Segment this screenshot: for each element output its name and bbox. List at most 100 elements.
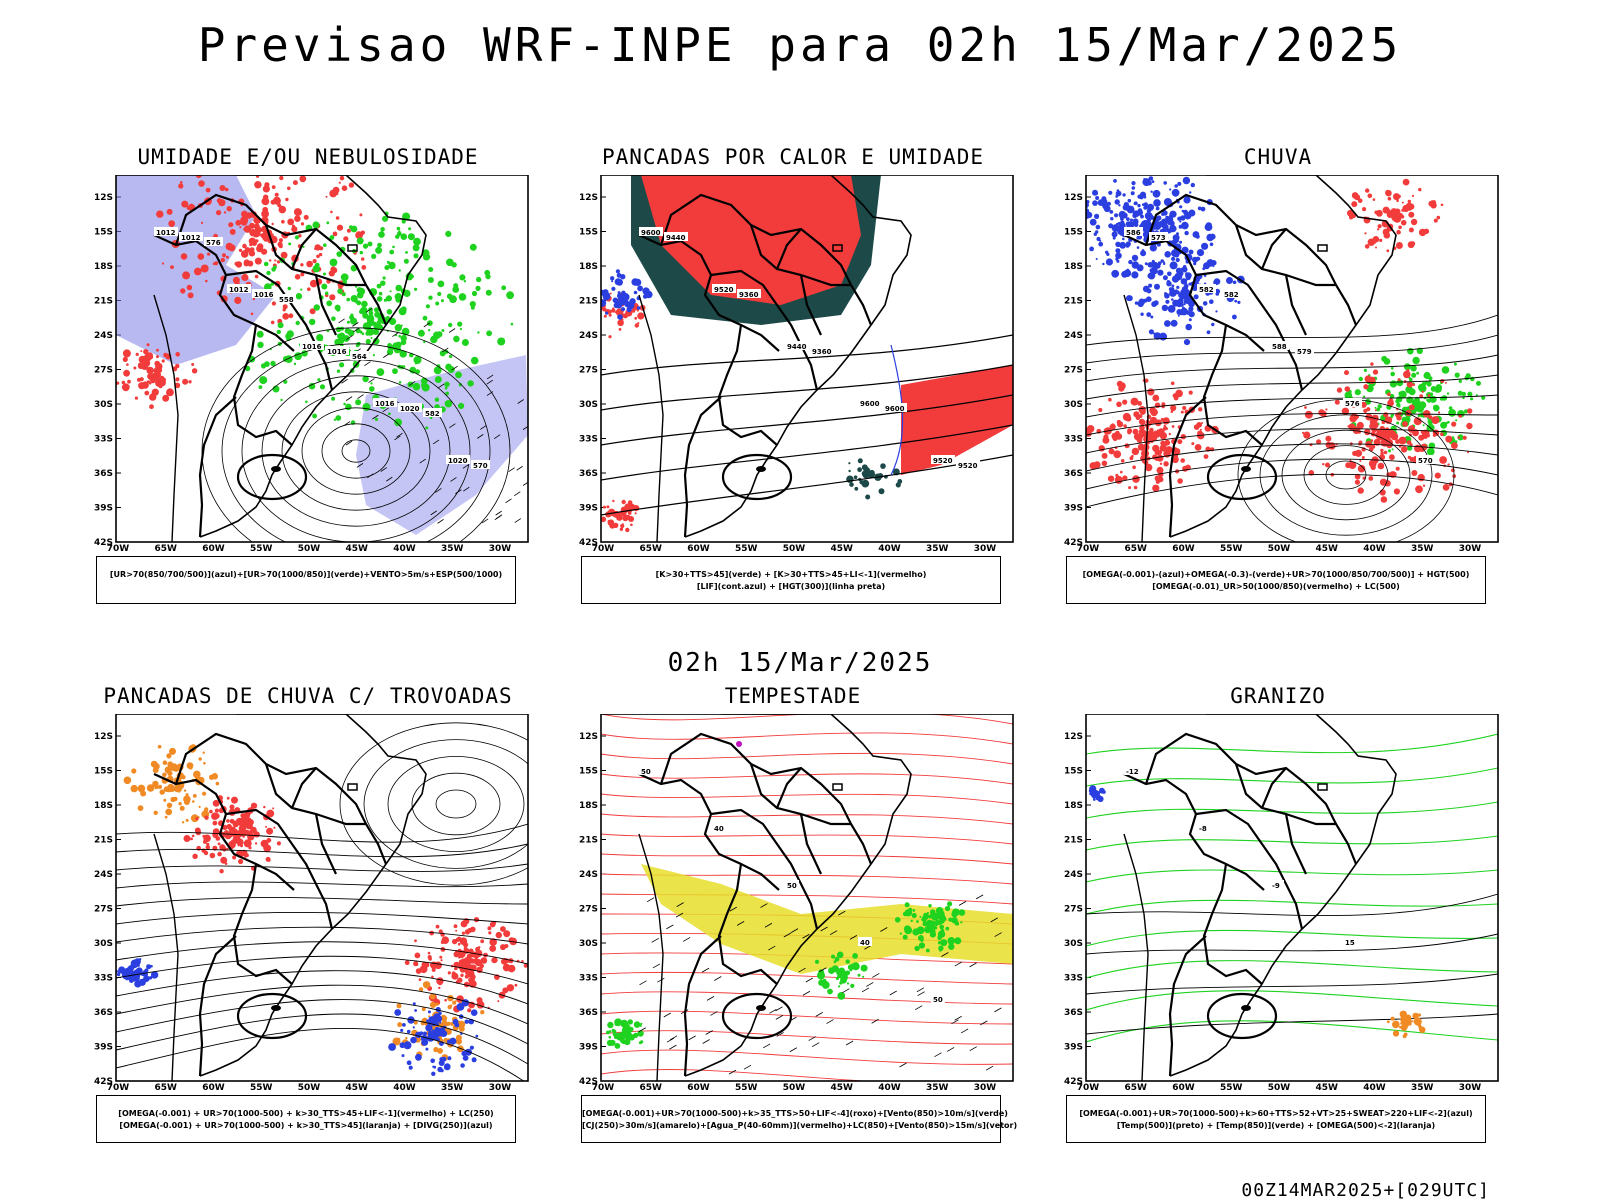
lifted-index — [614, 303, 620, 309]
omega-area — [1113, 179, 1117, 183]
storm-orange — [480, 1010, 484, 1014]
storm-red — [220, 857, 227, 864]
omega-area — [1179, 241, 1182, 244]
omega-500 — [1418, 1024, 1422, 1028]
divergence — [433, 1066, 436, 1069]
wind-850 — [915, 946, 919, 950]
temp-850 — [1086, 930, 1498, 946]
wind-850 — [837, 952, 844, 959]
storm-red — [273, 827, 275, 829]
omega-strong — [1470, 377, 1475, 382]
divergence — [135, 976, 138, 979]
omega-area — [1163, 275, 1168, 280]
humidity-low — [388, 412, 391, 415]
humidity-low — [455, 372, 462, 379]
moist-layer — [187, 285, 193, 291]
wind-850 — [939, 913, 943, 917]
divergence — [449, 1038, 456, 1045]
moist-layer — [244, 261, 249, 266]
storm-red — [196, 829, 200, 833]
rain-area — [1398, 226, 1402, 230]
omega-area — [1115, 258, 1118, 261]
rain-area — [1370, 362, 1373, 365]
rain-area — [1394, 488, 1400, 494]
wind-850 — [827, 989, 833, 995]
omega-area — [1207, 259, 1215, 267]
panel-title: UMIDADE E/OU NEBULOSIDADE — [78, 145, 538, 169]
storm-red — [272, 807, 274, 809]
rain-area — [1401, 215, 1405, 219]
rain-area — [1191, 442, 1194, 445]
contour-label: 1012 — [181, 234, 201, 242]
wind-850 — [939, 925, 944, 930]
lon-label: 30W — [489, 1083, 512, 1093]
humidity-low — [428, 329, 430, 331]
omega-area — [1150, 316, 1153, 319]
divergence — [462, 999, 469, 1006]
wind-850 — [609, 1030, 612, 1033]
contour-label: 9600 — [641, 229, 661, 237]
rain-area — [1447, 463, 1449, 465]
wind-vector — [364, 362, 370, 366]
contour-label: 576 — [206, 239, 221, 247]
lat-label: 33S — [579, 435, 598, 445]
rain-area — [1130, 456, 1134, 460]
rain-area — [1431, 416, 1439, 424]
storm-red — [268, 859, 271, 862]
rain-area — [1127, 430, 1131, 434]
storm-orange — [180, 806, 185, 811]
convection-area — [619, 328, 622, 331]
moist-layer — [138, 363, 144, 369]
rain-area — [1362, 207, 1366, 211]
rain-area — [1423, 485, 1425, 487]
omega-area — [1118, 204, 1120, 206]
wind-vector — [449, 329, 455, 333]
storm-red — [414, 939, 417, 942]
rain-area — [1409, 405, 1415, 411]
rain-area — [1403, 179, 1410, 186]
wind-vector — [900, 1063, 907, 1067]
rain-area — [1443, 484, 1450, 491]
humidity-low — [428, 267, 433, 272]
omega-strong — [1396, 422, 1399, 425]
divergence — [421, 1035, 428, 1042]
wind-850 — [920, 939, 923, 942]
temp-850 — [1086, 734, 1498, 754]
rain-area — [1160, 463, 1162, 465]
moist-layer — [227, 206, 232, 211]
storm-red — [405, 960, 410, 965]
omega-strong — [1424, 372, 1431, 379]
storm-red — [267, 838, 272, 843]
wind-850 — [846, 959, 850, 963]
lon-label: 50W — [1268, 544, 1291, 554]
humidity-low — [348, 330, 355, 337]
wind-850 — [838, 985, 840, 987]
rain-area — [1172, 425, 1175, 428]
omega-strong — [1442, 366, 1450, 374]
moist-layer — [162, 262, 164, 264]
severe-storm — [736, 741, 742, 747]
humidity-low — [471, 306, 475, 310]
rain-area — [1428, 415, 1432, 419]
omega-area — [1119, 213, 1123, 217]
wind-vector — [994, 1008, 1001, 1012]
moist-layer — [149, 373, 153, 377]
humidity-low — [413, 244, 420, 251]
humidity-low — [421, 378, 428, 385]
storm-red — [244, 856, 246, 858]
country-border — [292, 768, 316, 808]
precip-water — [601, 794, 1013, 804]
wind-vector — [506, 499, 512, 503]
panel-title: PANCADAS POR CALOR E UMIDADE — [563, 145, 1023, 169]
storm-red — [240, 844, 243, 847]
humidity-low — [343, 403, 346, 406]
omega-area — [1120, 217, 1124, 221]
lat-label: 18S — [94, 801, 113, 811]
omega-area — [1196, 296, 1199, 299]
wind-850 — [628, 1019, 633, 1024]
divergence — [428, 1010, 431, 1013]
contour-label: -9 — [1272, 882, 1280, 890]
moist-layer — [175, 377, 179, 381]
